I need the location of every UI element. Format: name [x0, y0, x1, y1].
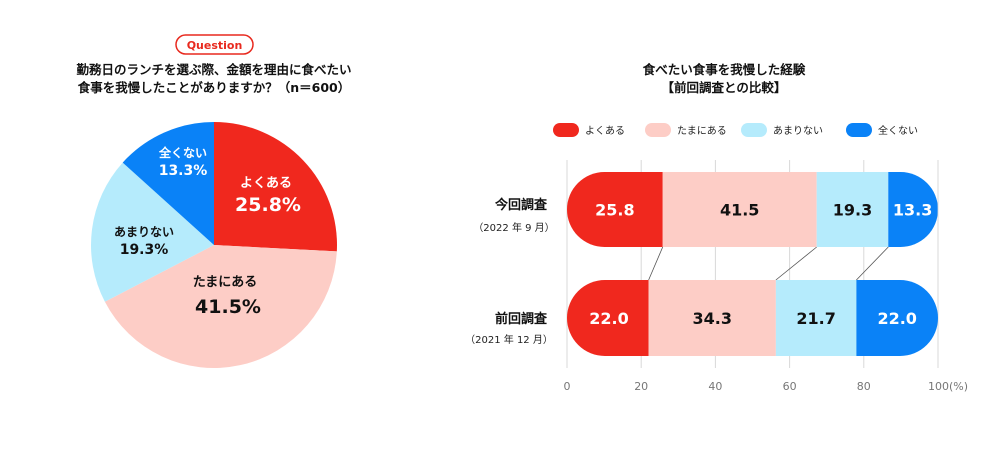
legend-swatch-mattaku-nai — [846, 123, 872, 137]
bar-label-previous-amari-nai: 21.7 — [796, 309, 835, 328]
bar-segment-current-yoku-aru — [567, 172, 663, 247]
legend-item-amari-nai: あまりない — [741, 123, 823, 137]
bar-segment-previous-mattaku-nai — [856, 280, 938, 356]
pie-slice-mattaku-nai — [122, 122, 214, 245]
bar-segment-previous-amari-nai — [775, 280, 857, 356]
pie-title-line-1: 勤務日のランチを選ぶ際、金額を理由に食べたい — [76, 62, 351, 77]
bar-title-line-2: 【前回調査との比較】 — [662, 80, 787, 95]
x-tick-label-40: 40 — [708, 380, 722, 393]
pie-slice-amari-nai — [91, 162, 214, 302]
bar-title-line-1: 食べたい食事を我慢した経験 — [642, 62, 806, 77]
pie-slice-value-tamani-aru: 41.5% — [195, 296, 261, 318]
legend-item-mattaku-nai: 全くない — [846, 123, 918, 137]
bar-label-previous-yoku-aru: 22.0 — [589, 309, 628, 328]
x-tick-label-0: 0 — [564, 380, 571, 393]
bar-row-previous — [567, 280, 938, 356]
connector-line-yoku-aru — [648, 246, 664, 281]
bar-segment-labels: 25.8 41.5 19.3 13.3 22.0 34.3 21.7 22.0 — [589, 201, 932, 329]
legend-label-mattaku-nai: 全くない — [878, 124, 918, 137]
legend-label-amari-nai: あまりない — [773, 125, 823, 137]
pie-slice-label-yoku-aru: よくある — [240, 176, 292, 191]
bar-connector-lines — [648, 246, 889, 281]
pie-slice-label-mattaku-nai: 全くない — [158, 145, 207, 160]
bar-label-previous-tamani-aru: 34.3 — [693, 309, 732, 328]
bar-segment-previous-yoku-aru — [567, 280, 649, 356]
bar-label-current-tamani-aru: 41.5 — [720, 201, 759, 220]
question-badge — [175, 34, 254, 55]
bar-segment-previous-tamani-aru — [648, 280, 776, 356]
pie-chart-panel: Question 勤務日のランチを選ぶ際、金額を理由に食べたい 食事を我慢したこ… — [76, 34, 352, 368]
question-badge-label: Question — [187, 39, 243, 52]
category-label-current: 今回調査 — [494, 197, 548, 213]
x-tick-label-100: 100(%) — [928, 380, 968, 393]
legend-swatch-tamani-aru — [645, 123, 671, 137]
pie-title-line-2: 食事を我慢したことがありますか？（n＝600） — [77, 80, 351, 95]
category-sublabel-previous: （2021 年 12 月） — [465, 333, 553, 346]
legend-swatch-yoku-aru — [553, 123, 579, 137]
pie-slice-yoku-aru — [214, 122, 337, 252]
x-tick-label-20: 20 — [634, 380, 648, 393]
bar-label-previous-mattaku-nai: 22.0 — [877, 309, 916, 328]
pie-labels: よくある 25.8% たまにある 41.5% あまりない 19.3% 全くない … — [114, 145, 301, 318]
legend-label-yoku-aru: よくある — [585, 125, 625, 137]
bar-label-current-mattaku-nai: 13.3 — [893, 201, 932, 220]
legend-swatch-amari-nai — [741, 123, 767, 137]
pie-slice-label-tamani-aru: たまにある — [193, 275, 258, 290]
pie-slice-value-amari-nai: 19.3% — [120, 242, 169, 258]
pie-slice-value-mattaku-nai: 13.3% — [159, 163, 208, 179]
pie-slice-label-amari-nai: あまりない — [114, 225, 174, 239]
x-tick-label-80: 80 — [857, 380, 871, 393]
bar-label-current-yoku-aru: 25.8 — [595, 201, 634, 220]
connector-line-amari-nai — [856, 246, 889, 281]
bar-chart-panel: 食べたい食事を我慢した経験 【前回調査との比較】 よくある たまにある あまりな… — [465, 62, 968, 393]
x-tick-label-60: 60 — [783, 380, 797, 393]
legend-item-tamani-aru: たまにある — [645, 123, 727, 137]
bar-segment-current-tamani-aru — [662, 172, 817, 247]
pie-slice-value-yoku-aru: 25.8% — [235, 194, 301, 216]
connector-line-tamani-aru — [775, 246, 817, 281]
legend: よくある たまにある あまりない 全くない — [553, 123, 918, 137]
bar-segment-current-amari-nai — [816, 172, 889, 247]
bar-label-current-amari-nai: 19.3 — [833, 201, 872, 220]
category-label-previous: 前回調査 — [495, 311, 548, 327]
pie-slice-tamani-aru — [104, 245, 337, 368]
legend-item-yoku-aru: よくある — [553, 123, 625, 137]
legend-label-tamani-aru: たまにある — [677, 125, 727, 137]
pie-slices — [91, 122, 337, 368]
x-axis-ticks: 0 20 40 60 80 100(%) — [564, 380, 969, 393]
category-sublabel-current: （2022 年 9 月） — [473, 221, 554, 234]
